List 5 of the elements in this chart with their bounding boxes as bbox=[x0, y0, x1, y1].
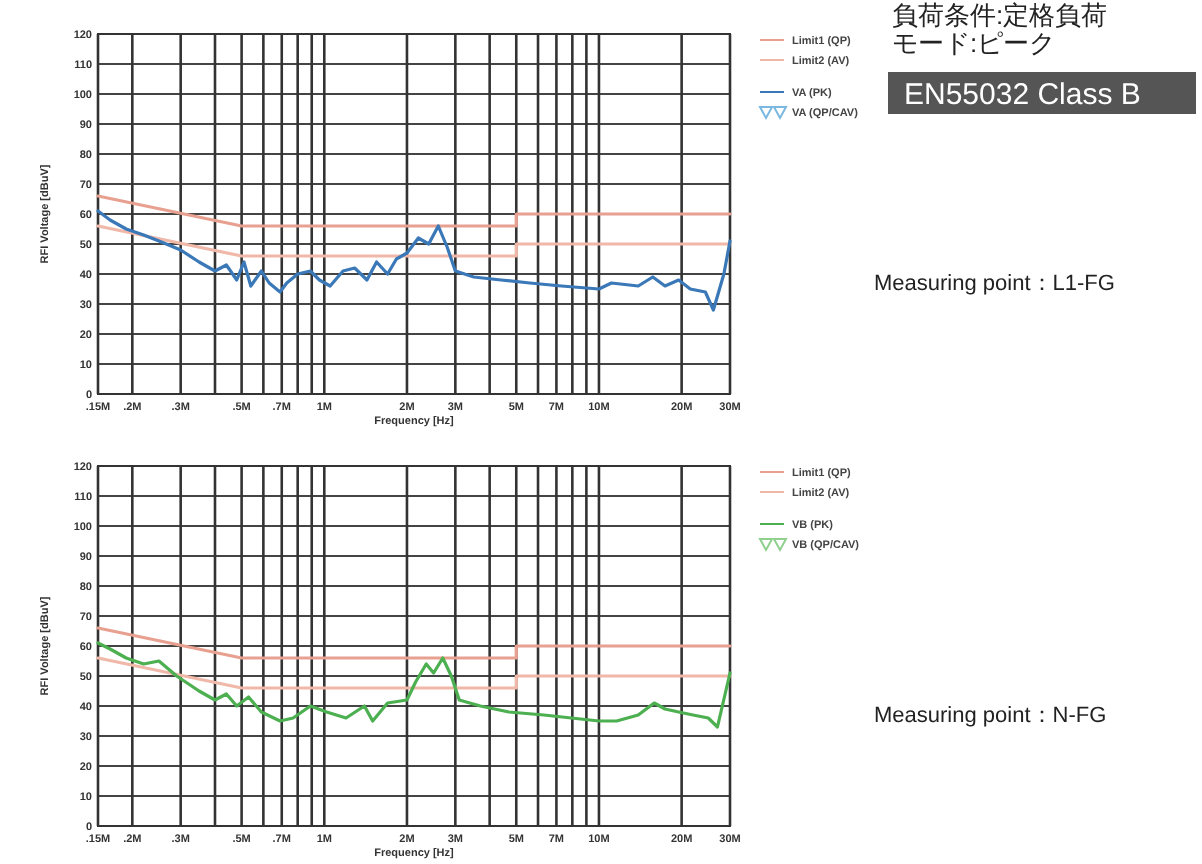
text: Measuring point：L1-FG bbox=[874, 272, 1115, 296]
text: 負荷条件:定格負荷 bbox=[892, 0, 1108, 30]
text: モード:ピーク bbox=[892, 28, 1056, 58]
text: Measuring point：N-FG bbox=[874, 704, 1107, 728]
text: EN55032 Class B bbox=[904, 78, 1141, 112]
